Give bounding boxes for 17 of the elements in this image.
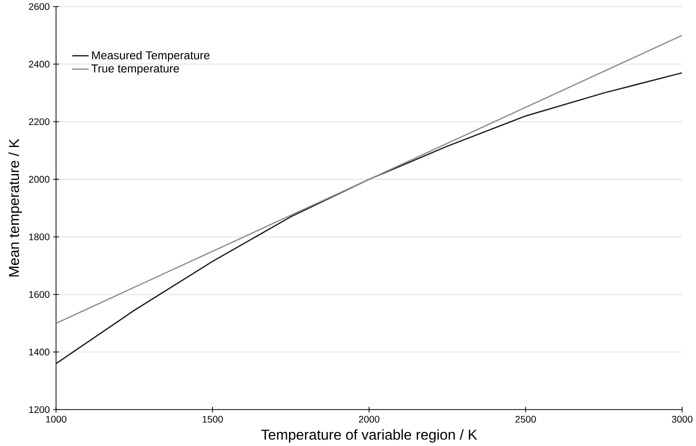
legend-label: True temperature xyxy=(91,64,180,75)
y-tick-label: 1200 xyxy=(29,406,50,414)
y-tick-label: 1600 xyxy=(29,291,50,298)
y-tick-label: 2600 xyxy=(28,3,50,10)
y-axis-title: Mean temperature / K xyxy=(8,138,22,276)
x-tick-label: 2000 xyxy=(358,416,380,423)
legend-label: Measured Temperature xyxy=(92,51,210,62)
y-tick-label: 2000 xyxy=(28,176,50,183)
y-tick-label: 2400 xyxy=(28,60,50,68)
y-tick-label: 1400 xyxy=(29,348,50,356)
x-tick-label: 1500 xyxy=(202,416,223,423)
x-tick-label: 2500 xyxy=(515,416,536,423)
y-tick-label: 1800 xyxy=(29,234,50,240)
x-axis-title: Temperature of variable region / K xyxy=(261,429,478,443)
x-tick-label: 1000 xyxy=(46,416,66,423)
y-tick-label: 2200 xyxy=(28,118,50,126)
x-tick-label: 3000 xyxy=(672,416,692,423)
